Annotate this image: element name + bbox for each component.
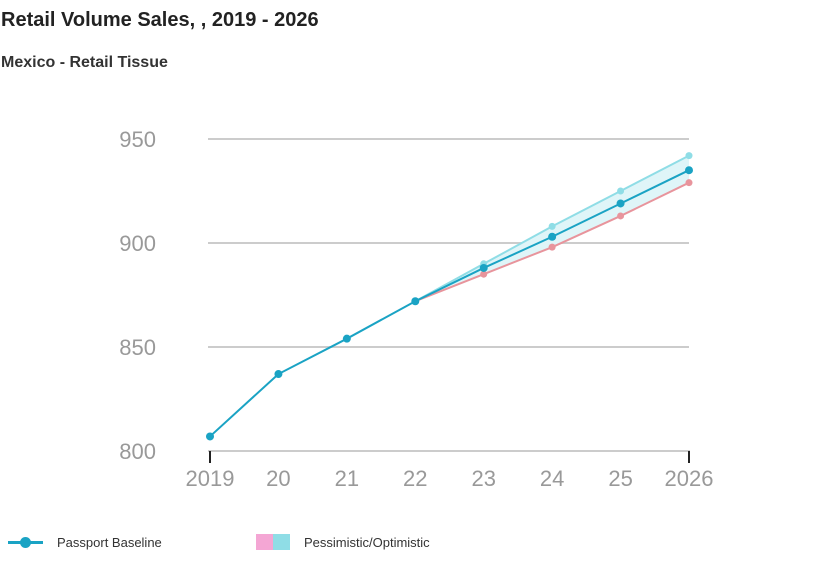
pessimistic-point-24	[548, 243, 556, 251]
baseline-line-marker-icon	[8, 535, 43, 549]
pessimistic-point-25	[617, 212, 625, 220]
legend-band[interactable]: Pessimistic/Optimistic	[256, 530, 430, 554]
x-tick-label-21: 21	[335, 466, 359, 491]
legend-band-label: Pessimistic/Optimistic	[304, 534, 430, 550]
optimistic-point-25	[617, 187, 625, 195]
baseline-point-25	[616, 199, 625, 208]
x-tick-label-20: 20	[266, 466, 290, 491]
pessimistic-point-23	[480, 270, 488, 278]
legend-baseline[interactable]: Passport Baseline	[8, 530, 162, 554]
y-tick-label-900: 900	[119, 231, 156, 256]
baseline-point-24	[548, 232, 557, 241]
x-tick-label-23: 23	[471, 466, 495, 491]
x-tick-label-22: 22	[403, 466, 427, 491]
x-tick-label-2026: 2026	[665, 466, 714, 491]
line-chart: 800 850 900 950 2019 20 21 22 23 24 25 2026	[119, 127, 714, 491]
x-tick-label-24: 24	[540, 466, 564, 491]
optimistic-point-24	[548, 222, 556, 230]
baseline-point-2019	[206, 432, 214, 441]
pessimistic-point-2026	[685, 179, 693, 187]
legend-baseline-label: Passport Baseline	[57, 534, 162, 550]
y-tick-label-800: 800	[119, 439, 156, 464]
optimistic-point-2026	[685, 152, 693, 160]
y-tick-label-850: 850	[119, 335, 156, 360]
x-tick-label-2019: 2019	[186, 466, 235, 491]
chart-title: Retail Volume Sales, , 2019 - 2026	[1, 9, 319, 31]
baseline-line	[209, 169, 690, 438]
band-swatch-icon	[256, 534, 290, 550]
baseline-point-20	[274, 370, 283, 379]
baseline-point-22	[411, 297, 420, 306]
y-tick-label-950: 950	[119, 127, 156, 152]
baseline-point-23	[479, 263, 488, 272]
x-tick-label-25: 25	[608, 466, 632, 491]
chart-subtitle: Mexico - Retail Tissue	[1, 54, 168, 71]
baseline-point-2026	[685, 166, 693, 175]
baseline-point-21	[342, 334, 351, 343]
